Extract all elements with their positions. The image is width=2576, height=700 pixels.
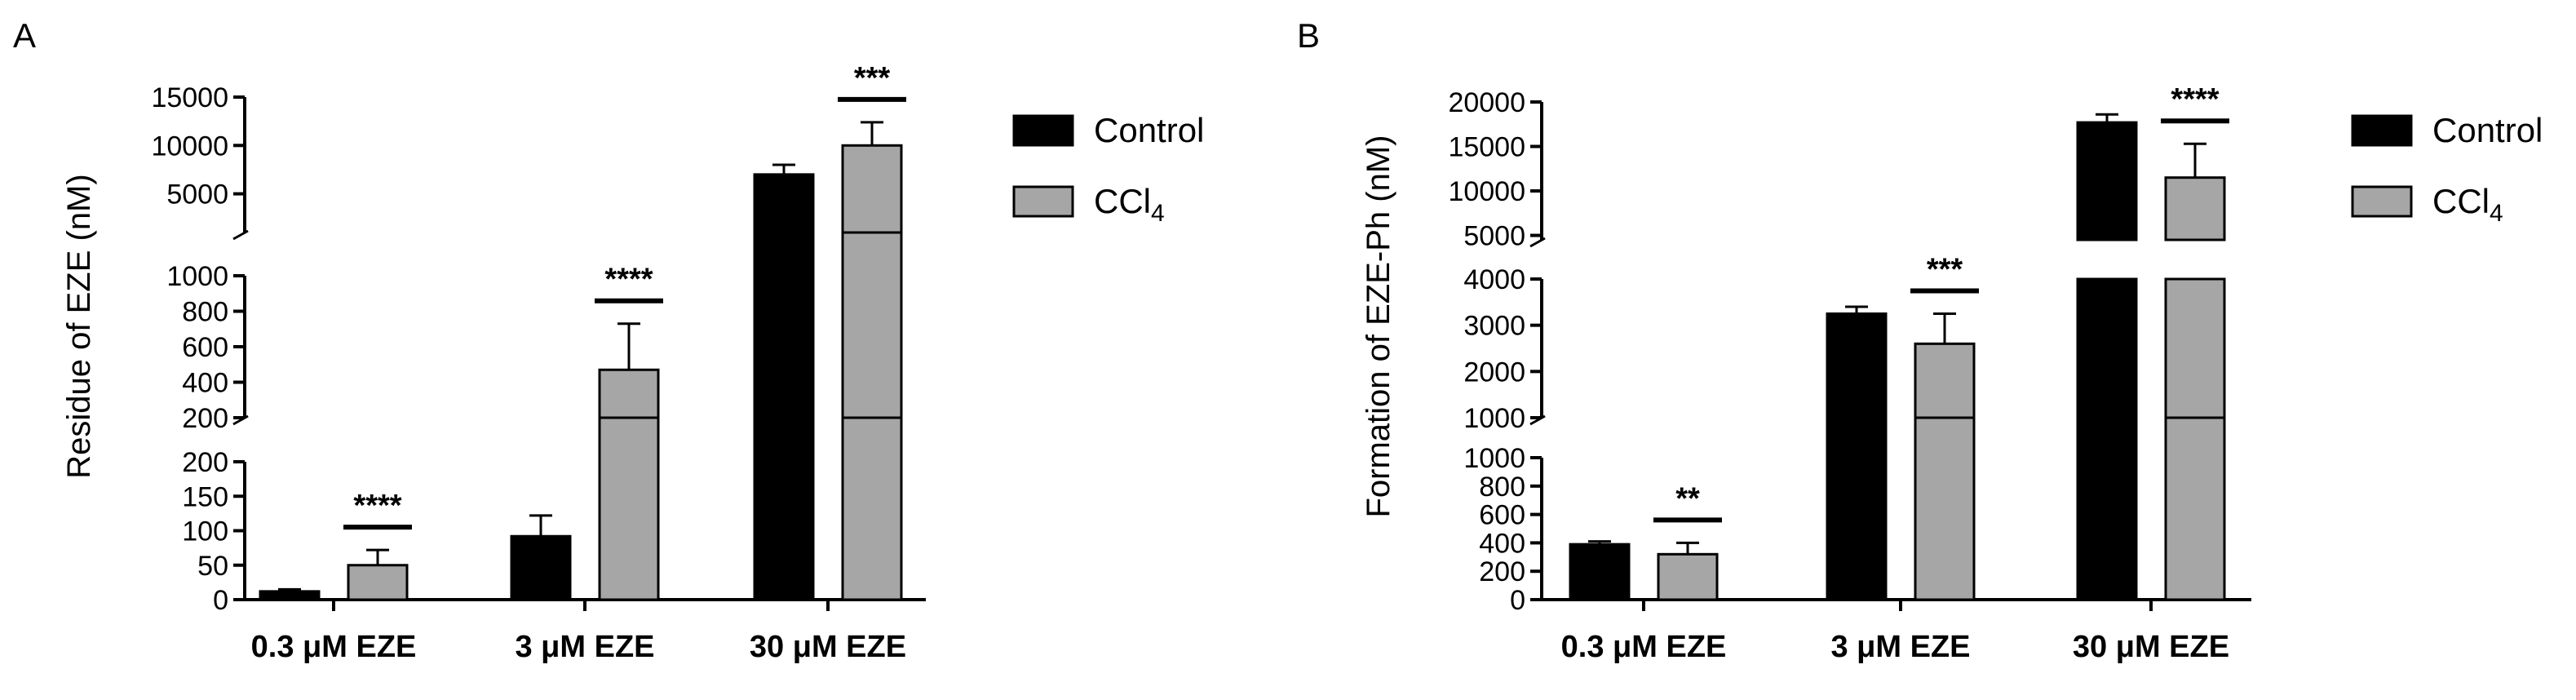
axis-break-mark	[232, 414, 249, 426]
bar-ccl4	[598, 416, 660, 601]
y-tick-label: 10000	[1448, 176, 1525, 207]
bar-ccl4	[2164, 416, 2226, 601]
y-tick-label: 0	[1510, 585, 1525, 616]
bar-ccl4	[1914, 342, 1976, 419]
axis-break-mark	[1529, 414, 1546, 426]
panel-letter: A	[13, 16, 36, 55]
legend-swatch-control	[1012, 114, 1074, 147]
y-tick-label: 5000	[166, 179, 228, 210]
bar-control	[753, 231, 815, 419]
x-category-label: 0.3 μM EZE	[251, 630, 417, 664]
y-tick-label: 2000	[1463, 357, 1525, 388]
legend-swatch-ccl4	[2351, 185, 2413, 218]
y-tick-label: 600	[182, 332, 228, 363]
legend-label-text: CCl	[1094, 182, 1151, 220]
significance-label: ****	[604, 263, 653, 297]
y-axis-title: Formation of EZE-Ph (nM)	[1361, 135, 1396, 517]
y-tick-label: 20000	[1448, 87, 1525, 118]
x-category-label: 30 μM EZE	[2073, 630, 2229, 664]
significance-label: ****	[2171, 82, 2219, 117]
y-tick-label: 10000	[151, 131, 228, 162]
bar-control	[753, 173, 815, 234]
significance-label: ***	[1927, 253, 1963, 287]
significance-label: ****	[353, 489, 401, 523]
legend-label-subscript: 4	[2490, 200, 2503, 227]
bar-ccl4	[1657, 552, 1719, 601]
bar-ccl4	[841, 416, 903, 601]
bar-ccl4	[2164, 277, 2226, 419]
legend-label: Control	[2432, 111, 2543, 149]
y-tick-label: 150	[182, 481, 228, 512]
x-category-label: 30 μM EZE	[750, 630, 906, 664]
y-tick-label: 4000	[1463, 264, 1525, 295]
bar-control	[2076, 416, 2138, 601]
legend-label-text: Control	[1094, 111, 1204, 149]
y-tick-label: 5000	[1463, 221, 1525, 252]
bar-ccl4	[2164, 176, 2226, 241]
y-tick-label: 100	[182, 516, 228, 547]
legend-label-text: Control	[2432, 111, 2543, 149]
y-tick-label: 200	[182, 447, 228, 478]
y-axis-title: Residue of EZE (nM)	[61, 174, 97, 478]
bar-control	[2076, 277, 2138, 419]
y-tick-label: 600	[1479, 500, 1525, 531]
legend-label: Control	[1094, 111, 1204, 149]
bar-ccl4	[1914, 416, 1976, 601]
bar-ccl4	[598, 368, 660, 419]
y-tick-label: 1000	[1463, 443, 1525, 474]
y-tick-label: 50	[197, 551, 228, 582]
legend-label-subscript: 4	[1151, 200, 1165, 227]
y-tick-label: 15000	[151, 82, 228, 113]
bar-control	[753, 416, 815, 601]
axis-break-mark	[1529, 237, 1546, 248]
y-tick-label: 400	[182, 368, 228, 399]
y-tick-label: 200	[182, 403, 228, 434]
y-tick-label: 800	[182, 297, 228, 328]
significance-label: **	[1675, 481, 1700, 516]
y-tick-label: 800	[1479, 472, 1525, 503]
legend-label: CCl4	[2432, 182, 2503, 227]
bar-control	[510, 534, 572, 601]
legend-label-text: CCl	[2432, 182, 2490, 220]
bar-ccl4	[347, 564, 409, 601]
panel-letter: B	[1297, 16, 1320, 55]
x-category-label: 3 μM EZE	[1830, 630, 1970, 664]
y-tick-label: 1000	[166, 261, 228, 292]
legend-label: CCl4	[1094, 182, 1165, 227]
bar-control	[1826, 416, 1888, 601]
bar-ccl4	[841, 144, 903, 234]
legend-swatch-ccl4	[1012, 185, 1074, 218]
y-tick-label: 15000	[1448, 132, 1525, 163]
bar-control	[259, 590, 321, 601]
x-category-label: 0.3 μM EZE	[1561, 630, 1727, 664]
axis-break-mark	[232, 229, 249, 241]
y-tick-label: 3000	[1463, 311, 1525, 342]
bar-ccl4	[841, 231, 903, 419]
y-tick-label: 0	[213, 585, 228, 616]
x-category-label: 3 μM EZE	[515, 630, 654, 664]
bar-control	[2076, 121, 2138, 241]
significance-label: ***	[854, 61, 891, 95]
legend-swatch-control	[2351, 114, 2413, 147]
y-tick-label: 1000	[1463, 403, 1525, 434]
bar-control	[1569, 543, 1631, 601]
bar-control	[1826, 312, 1888, 419]
y-tick-label: 400	[1479, 528, 1525, 559]
y-tick-label: 200	[1479, 556, 1525, 587]
